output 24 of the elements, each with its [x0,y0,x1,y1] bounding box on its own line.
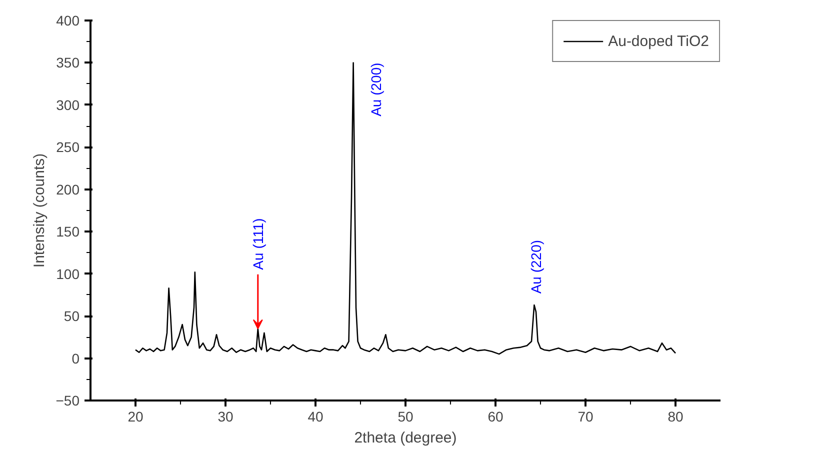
x-axis-title: 2theta (degree) [354,430,457,446]
x-tick-label: 70 [578,408,594,424]
x-tick-label: 60 [488,408,504,424]
y-tick-label: 350 [56,54,80,71]
y-tick-label: 300 [56,96,80,113]
x-tick-label: 50 [398,408,414,424]
annotation: Au (220) [528,240,544,294]
x-tick-label: 20 [128,408,144,424]
y-tick-label: 50 [64,308,80,324]
y-tick-label: 150 [56,224,80,240]
y-tick-label: 400 [56,12,80,28]
x-tick-label: 40 [308,408,324,424]
y-tick-label: 200 [56,181,80,198]
annotation: Au (200) [368,62,384,116]
annotation: Au (111) [250,218,266,270]
y-tick-label: −50 [56,392,80,408]
y-tick-label: 0 [72,350,80,366]
x-tick-label: 80 [668,408,684,424]
y-tick-label: 100 [56,266,80,282]
y-tick-label: 250 [56,139,80,156]
x-tick-label: 30 [218,408,234,424]
y-axis-title: Intensity (counts) [30,153,48,268]
legend-label: Au-doped TiO2 [608,32,709,50]
line-series [134,62,676,355]
